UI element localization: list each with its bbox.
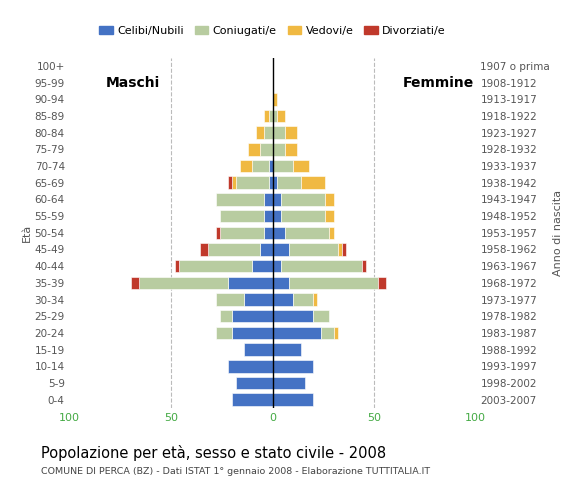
Text: COMUNE DI PERCA (BZ) - Dati ISTAT 1° gennaio 2008 - Elaborazione TUTTITALIA.IT: COMUNE DI PERCA (BZ) - Dati ISTAT 1° gen…: [41, 467, 430, 476]
Bar: [179, 260, 252, 273]
Bar: [378, 276, 386, 289]
Bar: [228, 177, 232, 189]
Bar: [281, 193, 325, 206]
Bar: [273, 360, 313, 372]
Bar: [260, 243, 273, 256]
Bar: [338, 243, 342, 256]
Bar: [260, 143, 273, 156]
Bar: [232, 177, 236, 189]
Bar: [273, 193, 281, 206]
Bar: [216, 327, 232, 339]
Bar: [273, 343, 301, 356]
Bar: [334, 327, 338, 339]
Bar: [236, 177, 269, 189]
Bar: [264, 110, 269, 122]
Bar: [208, 243, 260, 256]
Bar: [285, 227, 329, 239]
Bar: [228, 360, 273, 372]
Bar: [273, 93, 277, 106]
Bar: [321, 327, 334, 339]
Text: Maschi: Maschi: [106, 76, 161, 90]
Bar: [248, 143, 260, 156]
Bar: [236, 377, 273, 389]
Bar: [325, 210, 334, 222]
Bar: [329, 227, 334, 239]
Bar: [269, 177, 273, 189]
Bar: [139, 276, 228, 289]
Bar: [240, 160, 252, 172]
Bar: [273, 377, 305, 389]
Text: Femmine: Femmine: [403, 76, 474, 90]
Bar: [256, 126, 264, 139]
Bar: [228, 276, 273, 289]
Bar: [273, 210, 281, 222]
Bar: [289, 243, 338, 256]
Bar: [285, 143, 297, 156]
Bar: [175, 260, 179, 273]
Bar: [273, 276, 289, 289]
Text: Popolazione per età, sesso e stato civile - 2008: Popolazione per età, sesso e stato civil…: [41, 445, 386, 461]
Bar: [273, 243, 289, 256]
Legend: Celibi/Nubili, Coniugati/e, Vedovi/e, Divorziati/e: Celibi/Nubili, Coniugati/e, Vedovi/e, Di…: [95, 21, 450, 40]
Bar: [216, 293, 244, 306]
Bar: [269, 110, 273, 122]
Bar: [362, 260, 366, 273]
Bar: [232, 327, 273, 339]
Bar: [220, 227, 264, 239]
Bar: [232, 310, 273, 323]
Bar: [273, 126, 285, 139]
Bar: [325, 193, 334, 206]
Bar: [130, 276, 139, 289]
Bar: [285, 126, 297, 139]
Bar: [273, 227, 285, 239]
Bar: [216, 193, 264, 206]
Bar: [220, 310, 232, 323]
Bar: [216, 227, 220, 239]
Bar: [220, 210, 264, 222]
Bar: [273, 394, 313, 406]
Bar: [264, 126, 273, 139]
Bar: [264, 227, 273, 239]
Bar: [277, 177, 301, 189]
Bar: [273, 110, 277, 122]
Bar: [273, 143, 285, 156]
Bar: [277, 110, 285, 122]
Bar: [252, 160, 269, 172]
Bar: [264, 193, 273, 206]
Y-axis label: Anno di nascita: Anno di nascita: [553, 190, 563, 276]
Bar: [273, 293, 293, 306]
Bar: [281, 260, 362, 273]
Bar: [342, 243, 346, 256]
Bar: [269, 160, 273, 172]
Bar: [281, 210, 325, 222]
Bar: [244, 293, 273, 306]
Bar: [273, 160, 293, 172]
Bar: [313, 293, 317, 306]
Bar: [200, 243, 208, 256]
Bar: [244, 343, 273, 356]
Bar: [232, 394, 273, 406]
Bar: [264, 210, 273, 222]
Bar: [273, 310, 313, 323]
Bar: [273, 327, 321, 339]
Bar: [293, 293, 313, 306]
Bar: [252, 260, 273, 273]
Bar: [273, 260, 281, 273]
Bar: [293, 160, 309, 172]
Bar: [289, 276, 378, 289]
Bar: [301, 177, 325, 189]
Bar: [313, 310, 329, 323]
Bar: [273, 177, 277, 189]
Y-axis label: Età: Età: [21, 224, 32, 242]
